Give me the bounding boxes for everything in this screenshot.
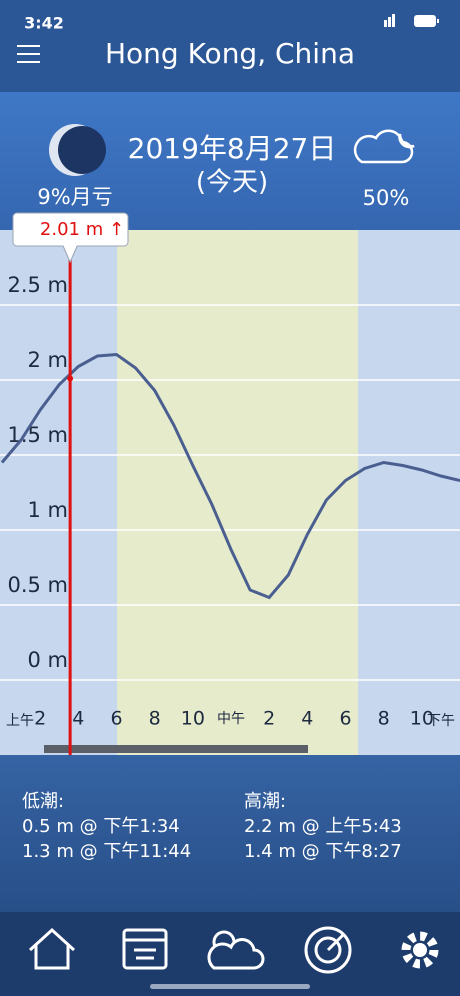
status-time: 3:42	[24, 14, 64, 33]
x-tick-label: 8	[149, 708, 161, 730]
x-tick-label: 10	[181, 708, 205, 730]
tide-line	[0, 352, 460, 600]
x-tick-label: 8	[378, 708, 390, 730]
callout	[12, 212, 129, 264]
y-tick-label: 0.5 m	[7, 573, 68, 597]
x-tick-label: 2	[34, 708, 46, 730]
status-icons	[384, 14, 439, 27]
home-indicator	[150, 984, 310, 989]
current-point	[67, 375, 74, 382]
y-tick-label: 0 m	[28, 648, 69, 672]
header-bg	[0, 0, 460, 92]
tides-bg	[0, 755, 460, 912]
low-tide: 1.3 m @ 下午11:44	[22, 841, 191, 862]
cloud-cover: 50%	[363, 186, 410, 210]
x-tick-label: 10	[410, 708, 434, 730]
x-tick-label: 2	[263, 708, 275, 730]
menu-button[interactable]	[17, 45, 40, 63]
y-tick-label: 2.5 m	[7, 273, 68, 297]
x-tick-label: 4	[301, 708, 313, 730]
cloud-icon	[353, 129, 415, 164]
moon-phase: 9%月亏	[37, 185, 112, 209]
daylight-band	[117, 230, 359, 755]
high-tide: 1.4 m @ 下午8:27	[244, 841, 402, 862]
pm-label: 下午	[427, 713, 455, 729]
y-tick-label: 2 m	[28, 348, 69, 372]
high-title: 高潮:	[244, 791, 286, 812]
date: 2019年8月27日	[128, 132, 337, 165]
day: (今天)	[196, 168, 268, 198]
high-tide: 2.2 m @ 上午5:43	[244, 816, 402, 837]
tide-chart: 0 m0.5 m1 m1.5 m2 m2.5 m2 4 6 8 10 中午 2 4 6 8 10上午…	[0, 212, 460, 755]
tab-home[interactable]	[28, 927, 76, 970]
callout-label: 2.01 m ↑	[40, 219, 124, 240]
x-tick-label: 4	[72, 708, 84, 730]
x-tick-label: 6	[339, 708, 351, 730]
x-tick-label: 中午	[217, 711, 245, 727]
x-tick-label: 6	[110, 708, 122, 730]
tab-weather[interactable]	[207, 930, 265, 970]
low-title: 低潮:	[22, 791, 64, 812]
scroll-bar	[44, 745, 308, 753]
tab-settings[interactable]	[401, 931, 439, 969]
header-title: Hong Kong, China	[105, 37, 355, 70]
y-tick-label: 1 m	[28, 498, 69, 522]
tab-radar[interactable]	[304, 926, 352, 974]
tab-calendar[interactable]	[122, 928, 168, 970]
moon-icon	[49, 124, 106, 176]
low-tide: 0.5 m @ 下午1:34	[22, 816, 180, 837]
am-label: 上午	[6, 713, 34, 729]
